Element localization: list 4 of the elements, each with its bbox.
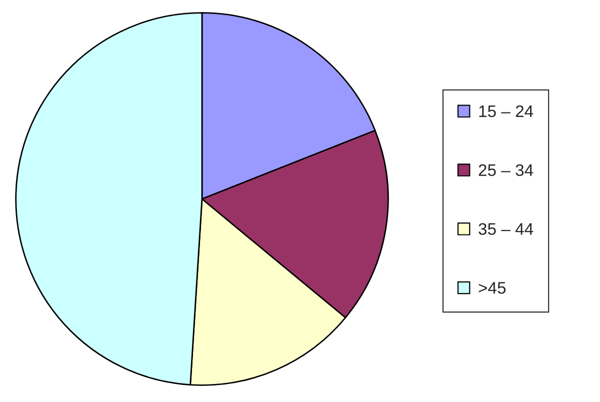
legend-label: 15 – 24 — [479, 105, 534, 118]
legend-label: 25 – 34 — [478, 164, 534, 176]
legend-label: 35 – 44 — [478, 223, 534, 235]
legend-label: >45 — [478, 282, 506, 294]
